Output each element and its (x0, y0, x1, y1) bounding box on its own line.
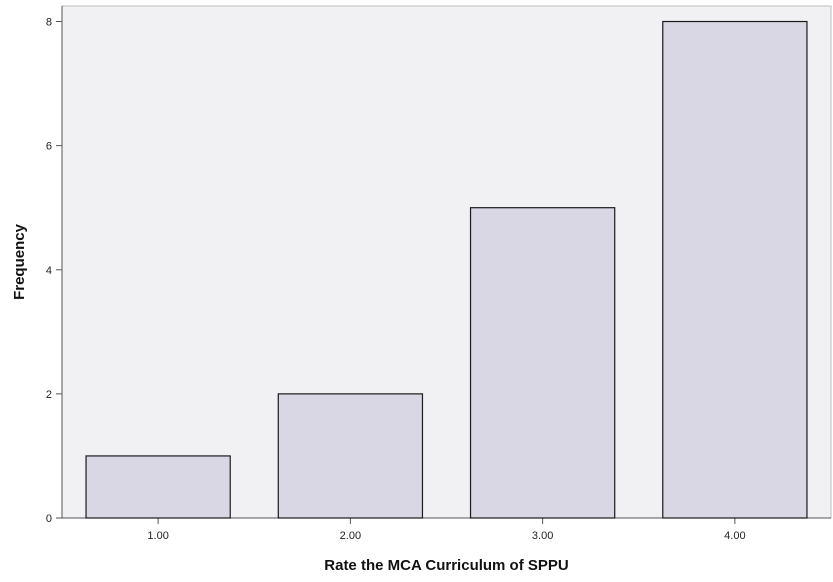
y-tick-label: 8 (46, 17, 52, 29)
bars (85, 20, 808, 519)
bar-2-00 (277, 393, 424, 519)
y-axis-title: Frequency (11, 223, 28, 300)
x-tick-label: 1.00 (147, 530, 168, 542)
y-tick-label: 0 (46, 513, 52, 525)
bar-4-00 (662, 20, 808, 519)
y-tick-label: 6 (46, 141, 52, 153)
x-tick-label: 3.00 (532, 530, 553, 542)
x-axis-title: Rate the MCA Curriculum of SPPU (324, 557, 568, 574)
x-tick-label: 2.00 (340, 530, 361, 542)
y-axis: 0 2 4 6 8 (46, 6, 63, 525)
bar-3-00 (469, 207, 616, 519)
bar-1-00 (85, 455, 231, 519)
x-axis: 1.00 2.00 3.00 4.00 (62, 517, 831, 542)
y-tick-label: 4 (46, 265, 52, 277)
x-tick-label: 4.00 (724, 530, 745, 542)
y-tick-label: 2 (46, 389, 52, 401)
